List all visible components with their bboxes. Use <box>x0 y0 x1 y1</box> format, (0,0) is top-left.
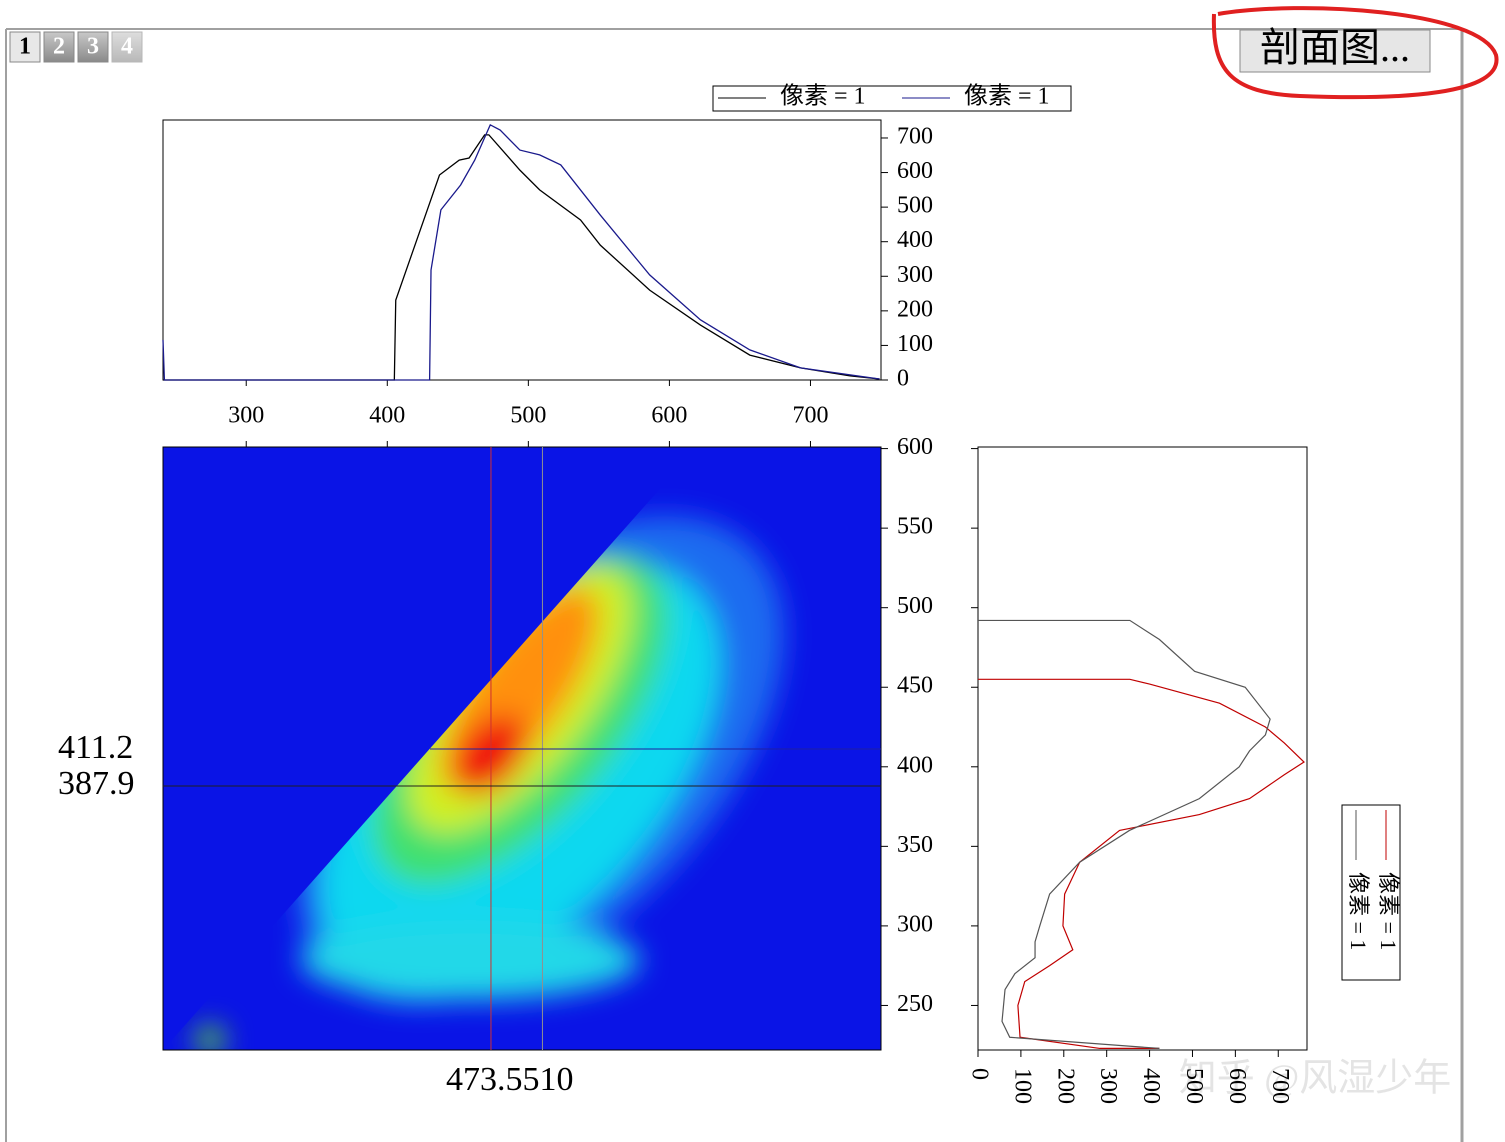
profile-line <box>978 619 1271 1050</box>
button-label[interactable]: 剖面图... <box>1260 25 1410 70</box>
y-tick-label: 500 <box>897 193 933 219</box>
x-tick-label: 200 <box>1052 1068 1078 1104</box>
legend-label: 像素 = 1 <box>964 83 1050 110</box>
watermark: 知乎 @风湿少年 <box>1179 1058 1452 1100</box>
layer-tab[interactable] <box>43 31 75 63</box>
layer-tab[interactable] <box>77 31 109 63</box>
top-plot-frame <box>162 119 882 381</box>
layer-tab[interactable] <box>111 31 143 63</box>
y-tick-label: 450 <box>897 673 933 699</box>
y-tick-label: 550 <box>897 514 933 540</box>
y-tick-label: 400 <box>897 752 933 778</box>
x-tick-label: 400 <box>369 403 405 429</box>
x-tick-label: 700 <box>1267 1068 1293 1104</box>
profile-line <box>163 134 880 381</box>
x-tick-label: 600 <box>1224 1068 1250 1104</box>
profile-line <box>978 678 1305 1050</box>
crosshair-x-label: 510 <box>523 1061 574 1098</box>
y-tick-label: 250 <box>897 991 933 1017</box>
legend-box <box>1341 804 1401 981</box>
layer-tab-label[interactable]: 4 <box>121 34 133 60</box>
x-tick-label: 700 <box>792 403 828 429</box>
layer-tab-label[interactable]: 3 <box>87 34 99 60</box>
right-plot-frame <box>977 446 1308 1051</box>
y-tick-label: 350 <box>897 832 933 858</box>
x-tick-label: 0 <box>966 1068 992 1080</box>
y-tick-label: 100 <box>897 331 933 357</box>
contour-area <box>163 447 881 1050</box>
crosshair-y-label: 411.2 <box>58 729 133 766</box>
legend-label: 像素 = 1 <box>1346 872 1371 950</box>
legend-label: 像素 = 1 <box>1376 872 1401 950</box>
x-tick-label: 500 <box>1181 1068 1207 1104</box>
legend-box <box>712 85 1072 112</box>
annotation-circle <box>1211 6 1499 100</box>
legend-label: 像素 = 1 <box>780 83 866 110</box>
y-tick-label: 600 <box>897 434 933 460</box>
y-tick-label: 700 <box>897 123 933 149</box>
y-tick-label: 200 <box>897 296 933 322</box>
x-tick-label: 400 <box>1138 1068 1164 1104</box>
layer-tab[interactable] <box>9 31 41 63</box>
x-tick-label: 300 <box>228 403 264 429</box>
x-tick-label: 100 <box>1009 1068 1035 1104</box>
y-tick-label: 0 <box>897 366 909 392</box>
profile-line <box>162 123 880 381</box>
x-tick-label: 500 <box>510 403 546 429</box>
profile-button[interactable] <box>1239 29 1431 73</box>
y-tick-label: 500 <box>897 593 933 619</box>
layer-tab-label[interactable]: 2 <box>53 34 65 60</box>
y-tick-label: 400 <box>897 227 933 253</box>
layer-tab-label[interactable]: 1 <box>19 34 31 60</box>
crosshair-y-label: 387.9 <box>58 765 135 802</box>
contour-fill <box>196 516 784 1050</box>
y-tick-label: 300 <box>897 262 933 288</box>
x-tick-label: 300 <box>1095 1068 1121 1104</box>
y-tick-label: 600 <box>897 158 933 184</box>
y-tick-label: 300 <box>897 911 933 937</box>
crosshair-x-label: 473.5 <box>446 1061 523 1098</box>
x-tick-label: 600 <box>651 403 687 429</box>
